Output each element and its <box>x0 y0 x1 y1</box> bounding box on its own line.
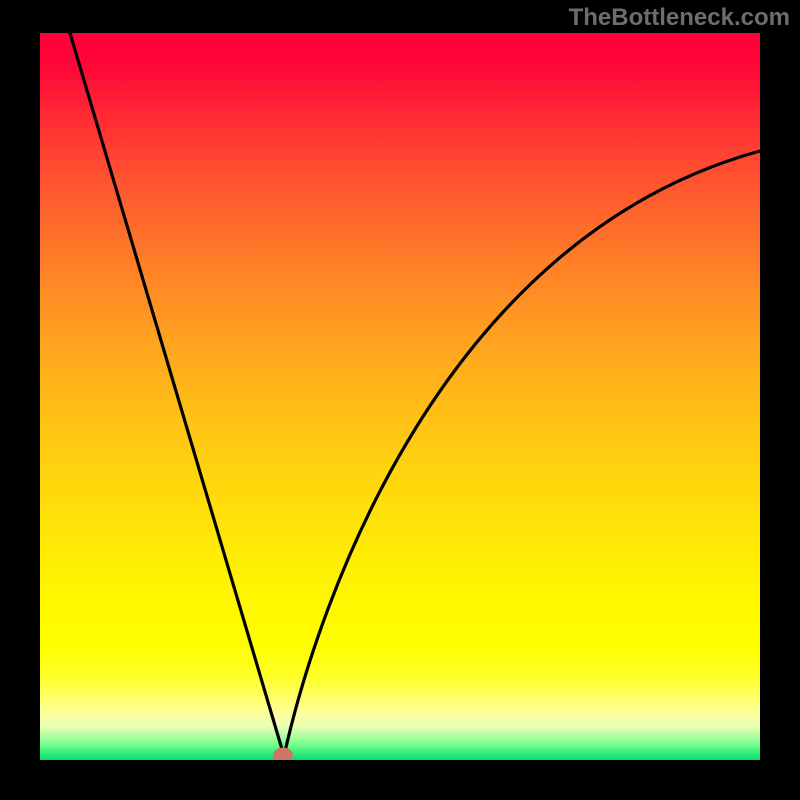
plot-area <box>40 33 760 760</box>
minimum-marker <box>273 748 293 761</box>
watermark-text: TheBottleneck.com <box>569 4 790 32</box>
curve-layer <box>40 33 760 760</box>
bottleneck-curve <box>70 33 760 756</box>
